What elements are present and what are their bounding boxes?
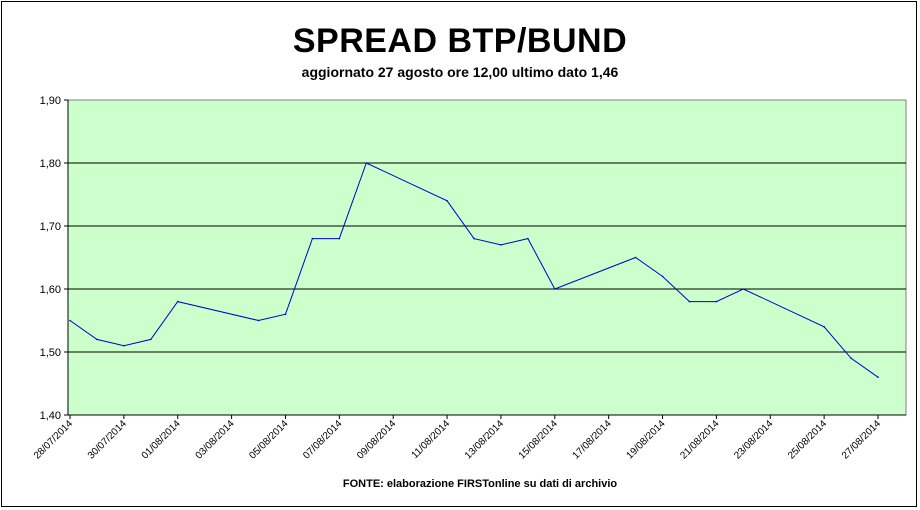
x-tick-label: 05/08/2014 [247,418,290,461]
data-point [365,162,368,164]
data-point [96,338,98,341]
data-point [69,319,71,322]
x-tick-label: 09/08/2014 [355,418,398,461]
data-point [850,357,852,360]
x-tick-label: 19/08/2014 [624,418,667,461]
y-tick-label: 1,90 [40,95,61,107]
data-point [742,288,745,290]
x-tick-label: 23/08/2014 [732,418,775,461]
data-point [661,275,664,278]
data-point [176,300,179,303]
data-point [823,326,825,328]
x-tick-label: 07/08/2014 [301,418,344,461]
y-tick-label: 1,70 [40,221,61,233]
chart-source: FONTE: elaborazione FIRSTonline su dati … [342,478,618,490]
x-tick-label: 13/08/2014 [463,418,506,461]
x-tick-label: 03/08/2014 [194,418,237,461]
data-point [634,256,637,259]
y-tick-label: 1,60 [40,284,61,296]
x-tick-label: 01/08/2014 [140,418,183,461]
x-tick-label: 21/08/2014 [678,418,721,461]
data-point [527,237,529,240]
plot-area [67,99,907,416]
data-point [554,288,556,290]
x-tick-label: 11/08/2014 [410,418,453,461]
y-tick-label: 1,50 [40,347,61,359]
y-tick-label: 1,40 [40,410,61,422]
data-point [446,200,448,202]
x-tick-label: 30/07/2014 [86,418,129,461]
y-tick-label: 1,80 [40,158,61,170]
data-point [123,344,125,347]
data-point [715,300,718,303]
data-point [338,237,341,240]
x-tick-label: 28/07/2014 [32,418,75,461]
x-tick-label: 17/08/2014 [571,418,614,461]
data-point [473,237,475,240]
data-point [284,313,287,316]
data-point [257,319,260,322]
data-point [688,300,691,303]
x-tick-label: 15/08/2014 [517,418,560,461]
x-tick-label: 27/08/2014 [840,418,883,461]
data-point [150,338,152,341]
chart-subtitle: aggiornato 27 agosto ore 12,00 ultimo da… [301,64,619,80]
data-point [500,244,502,246]
data-point [311,237,314,240]
data-point [877,376,879,379]
x-tick-label: 25/08/2014 [786,418,829,461]
chart-title: SPREAD BTP/BUND [292,22,628,60]
